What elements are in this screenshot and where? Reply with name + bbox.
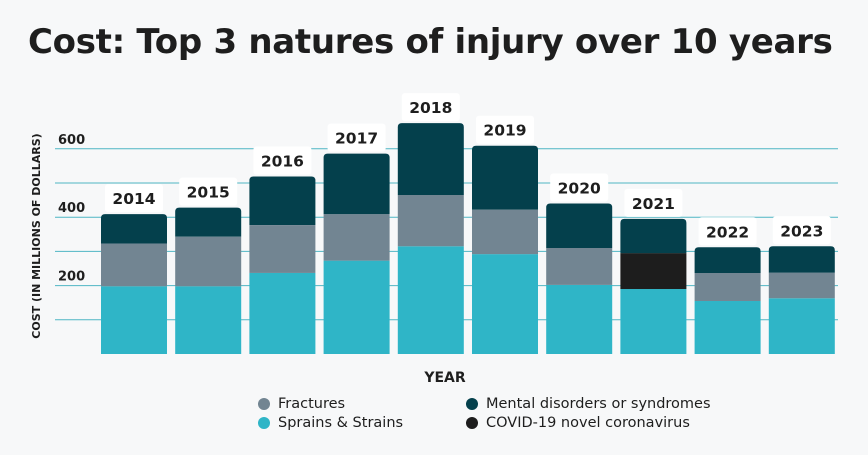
bar-2015-mental-disorders-or-syndromes <box>175 207 242 237</box>
chart-title: Cost: Top 3 natures of injury over 10 ye… <box>28 22 833 62</box>
year-label-box <box>327 123 386 152</box>
bar-2020-fractures <box>546 247 613 285</box>
legend-label-covid-19: COVID-19 novel coronavirus <box>486 415 690 431</box>
year-label: 2017 <box>335 130 378 148</box>
legend-swatch-covid-19 <box>466 417 478 429</box>
bar-2014-mental-disorders-or-syndromes <box>101 214 167 244</box>
year-label: 2022 <box>706 223 749 241</box>
year-label-box <box>772 216 831 245</box>
bar-2017-sprains-strains <box>323 260 390 354</box>
year-label: 2021 <box>632 195 675 213</box>
year-label-box <box>550 173 609 202</box>
year-label: 2023 <box>780 222 823 240</box>
bar-2019-mental-disorders-or-syndromes <box>472 145 538 210</box>
legend-label-sprains-strains: Sprains & Strains <box>278 415 404 431</box>
y-tick-label: 400 <box>58 201 85 216</box>
bar-2017-mental-disorders-or-syndromes <box>323 153 390 215</box>
year-label-box <box>698 217 757 246</box>
bar-2023-mental-disorders-or-syndromes <box>768 246 835 273</box>
year-label-box <box>105 184 163 213</box>
year-label: 2018 <box>409 99 452 117</box>
legend: Fractures Mental disorders or syndromes … <box>258 396 711 431</box>
year-label: 2015 <box>187 184 230 202</box>
legend-swatch-mental-disorders <box>466 398 478 410</box>
legend-item-fractures: Fractures <box>258 396 466 412</box>
bar-2022-sprains-strains <box>694 300 761 354</box>
x-axis-title: YEAR <box>423 370 466 386</box>
bar-2020-sprains-strains <box>546 284 613 354</box>
year-label: 2020 <box>558 180 601 198</box>
bar-2014-sprains-strains <box>101 286 167 354</box>
bar-2022-mental-disorders-or-syndromes <box>694 247 761 273</box>
bar-2018-fractures <box>397 194 464 247</box>
bar-2016-sprains-strains <box>249 272 316 354</box>
year-label: 2014 <box>112 190 155 208</box>
legend-label-fractures: Fractures <box>278 396 346 412</box>
legend-swatch-sprains-strains <box>258 417 270 429</box>
bar-2023-fractures <box>768 272 835 299</box>
bar-2014-fractures <box>101 243 167 287</box>
legend-swatch-fractures <box>258 398 270 410</box>
legend-label-mental-disorders: Mental disorders or syndromes <box>486 396 711 412</box>
year-label-box <box>179 177 238 206</box>
bar-2018-sprains-strains <box>397 246 464 354</box>
bar-2016-mental-disorders-or-syndromes <box>249 176 316 226</box>
y-tick-label: 200 <box>58 270 85 285</box>
year-label: 2019 <box>483 122 526 140</box>
bar-2021-mental-disorders-or-syndromes <box>620 218 687 254</box>
bar-2018-mental-disorders-or-syndromes <box>397 123 464 195</box>
bar-2016-fractures <box>249 225 316 273</box>
year-label-box <box>253 146 312 175</box>
y-axis-title: COST (IN MILLIONS OF DOLLARS) <box>30 133 43 338</box>
year-label: 2016 <box>261 152 304 170</box>
bar-2020-mental-disorders-or-syndromes <box>546 203 613 248</box>
bar-2021-covid-19-novel-coronavirus <box>620 253 687 290</box>
y-tick-label: 600 <box>58 133 85 148</box>
bar-2023-sprains-strains <box>768 298 835 354</box>
year-label-box <box>476 115 534 144</box>
year-label-box <box>624 188 683 217</box>
bar-2019-sprains-strains <box>472 254 538 354</box>
bar-2015-fractures <box>175 236 242 287</box>
legend-item-mental-disorders: Mental disorders or syndromes <box>466 396 711 412</box>
year-label-box <box>401 93 460 122</box>
legend-item-sprains-strains: Sprains & Strains <box>258 415 466 431</box>
bar-2021-sprains-strains <box>620 289 687 354</box>
bar-2022-fractures <box>694 272 761 301</box>
bar-2015-sprains-strains <box>175 286 242 354</box>
bar-2017-fractures <box>323 214 390 261</box>
legend-item-covid-19: COVID-19 novel coronavirus <box>466 415 711 431</box>
bar-2019-fractures <box>472 209 538 255</box>
